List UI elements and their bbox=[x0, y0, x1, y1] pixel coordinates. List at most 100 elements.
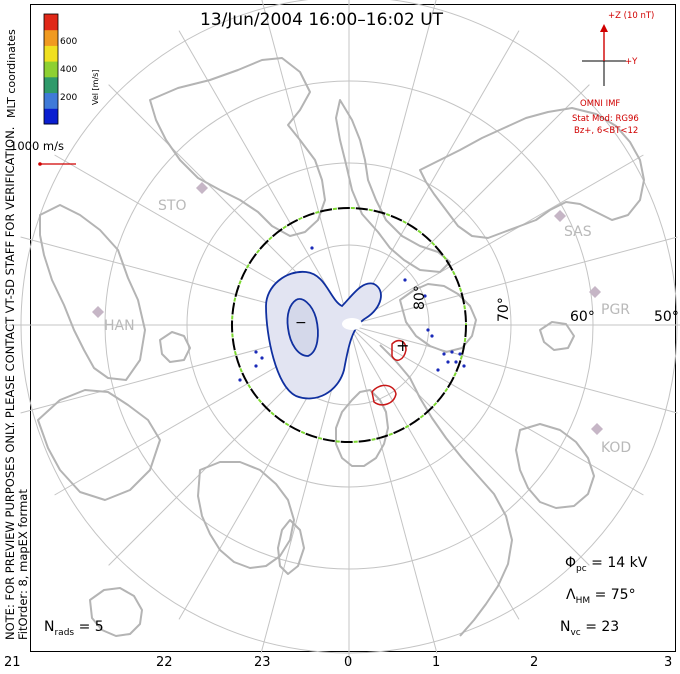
colorbar-tick-600: 600 bbox=[60, 37, 78, 47]
velocity-colorbar bbox=[43, 13, 59, 125]
colorbar-segment bbox=[44, 29, 58, 46]
imf-source-label: OMNI IMF bbox=[580, 99, 621, 109]
coast-canada bbox=[379, 344, 513, 637]
nrads-symbol: N bbox=[44, 619, 55, 635]
nrads-value: = 5 bbox=[78, 619, 104, 635]
coast-west bbox=[89, 587, 143, 637]
colorbar-segment bbox=[44, 14, 58, 31]
pole-patch bbox=[342, 318, 362, 330]
positive-cell-2 bbox=[371, 384, 397, 406]
hmb-latitude: ΛHM = 75° bbox=[566, 588, 636, 606]
velocity-vector-point bbox=[458, 352, 462, 356]
station-marker-sas bbox=[554, 210, 566, 222]
coast-kamchatka bbox=[335, 99, 451, 273]
hmb-boundary-dash bbox=[231, 207, 467, 443]
imf-z-label: +Z (10 nT) bbox=[608, 11, 655, 21]
colorbar-tick-200: 200 bbox=[60, 93, 78, 103]
mlt-meridian bbox=[348, 30, 520, 326]
coast-arctic-islands bbox=[399, 283, 477, 353]
plot-frame bbox=[30, 4, 676, 652]
cross-polar-potential: Φpc = 14 kV bbox=[565, 556, 647, 574]
velocity-vector-point bbox=[423, 294, 427, 298]
colorbar-segment bbox=[44, 92, 58, 109]
colorbar-segment bbox=[44, 108, 58, 125]
radar-station-markers bbox=[92, 182, 603, 435]
latitude-label-60: 60° bbox=[570, 309, 595, 325]
colorbar-label: Vel [m/s] bbox=[91, 69, 100, 105]
coast-small-3 bbox=[277, 519, 305, 575]
nvc-subscript: vc bbox=[570, 627, 581, 638]
velocity-vector-point bbox=[436, 368, 440, 372]
nvc-symbol: N bbox=[560, 619, 571, 635]
mlt-hour-0: 0 bbox=[344, 655, 353, 670]
imf-vector-arrowhead bbox=[600, 24, 608, 32]
phi-subscript: pc bbox=[576, 563, 587, 574]
coast-siberia bbox=[149, 57, 326, 237]
imf-model-label: Stat Mod: RG96 bbox=[572, 114, 639, 124]
station-label-han: HAN bbox=[104, 318, 135, 334]
mlt-meridian bbox=[348, 324, 438, 654]
vector-count: Nvc = 23 bbox=[560, 620, 619, 638]
coast-alaska bbox=[419, 107, 645, 239]
nrads-subscript: rads bbox=[54, 627, 75, 638]
coast-scandinavia bbox=[39, 204, 146, 381]
phi-value: = 14 kV bbox=[591, 555, 648, 571]
nvc-value: = 23 bbox=[585, 619, 620, 635]
mlt-meridian bbox=[348, 84, 590, 326]
mlt-hour-22: 22 bbox=[156, 655, 173, 670]
mlt-meridian bbox=[261, 0, 350, 326]
coast-small-2 bbox=[539, 321, 575, 351]
velocity-vector-point bbox=[426, 328, 430, 332]
station-marker-sto bbox=[196, 182, 208, 194]
negative-cell-marker: − bbox=[295, 315, 307, 331]
colorbar-segment bbox=[44, 76, 58, 94]
velocity-vectors bbox=[238, 246, 466, 382]
mlt-meridian bbox=[178, 30, 350, 326]
mlt-hour-2: 2 bbox=[530, 655, 539, 670]
velocity-vector-point bbox=[450, 350, 454, 354]
velocity-vector-point bbox=[260, 356, 264, 360]
positive-cell-1 bbox=[391, 339, 407, 361]
coast-europe bbox=[37, 389, 161, 501]
preview-note: NOTE: FOR PREVIEW PURPOSES ONLY. PLEASE … bbox=[3, 126, 30, 640]
station-label-kod: KOD bbox=[601, 440, 632, 456]
velocity-vector-point bbox=[442, 352, 446, 356]
coastlines bbox=[37, 57, 645, 637]
map-title: 13/Jun/2004 16:00–16:02 UT bbox=[200, 10, 444, 30]
fit-order-note: FitOrder: 8, mapEX format bbox=[16, 489, 30, 640]
mlt-meridian bbox=[348, 324, 520, 620]
velocity-vector-point bbox=[446, 360, 450, 364]
lambda-subscript: HM bbox=[575, 595, 591, 606]
mlt-hour-21: 21 bbox=[4, 655, 21, 670]
latitude-label-80: 80° bbox=[412, 285, 428, 310]
mlt-meridian bbox=[348, 324, 590, 566]
mlt-meridian bbox=[348, 324, 644, 496]
coordinate-system-label: MLT coordinates bbox=[5, 29, 18, 118]
imf-y-label: +Y bbox=[625, 57, 638, 67]
mlt-meridian bbox=[348, 324, 678, 414]
vector-scale-label: 1000 m/s bbox=[10, 139, 64, 153]
station-marker-pgr bbox=[589, 286, 601, 298]
coast-greenland bbox=[335, 389, 389, 467]
phi-symbol: Φ bbox=[565, 555, 577, 571]
mlt-meridian bbox=[348, 0, 437, 326]
velocity-vector-point bbox=[310, 246, 314, 250]
station-label-sas: SAS bbox=[564, 224, 592, 240]
colorbar-frame bbox=[43, 13, 59, 125]
station-label-pgr: PGR bbox=[601, 302, 631, 318]
lambda-value: = 75° bbox=[594, 587, 636, 603]
latitude-label-70: 70° bbox=[496, 297, 512, 322]
coast-labrador bbox=[197, 461, 295, 569]
velocity-vector-point bbox=[430, 334, 434, 338]
imf-condition-label: Bz+, 6<BT<12 bbox=[574, 126, 639, 136]
negative-cell-inner bbox=[286, 298, 319, 357]
mlt-hour-23: 23 bbox=[254, 655, 271, 670]
coast-small-1 bbox=[159, 331, 191, 363]
velocity-vector-point bbox=[462, 364, 466, 368]
velocity-vector-point bbox=[254, 350, 258, 354]
velocity-vector-point bbox=[403, 278, 407, 282]
preview-note-line-1: NOTE: FOR PREVIEW PURPOSES ONLY. PLEASE … bbox=[3, 126, 17, 640]
station-marker-han bbox=[92, 306, 104, 318]
velocity-vector-point bbox=[238, 378, 242, 382]
